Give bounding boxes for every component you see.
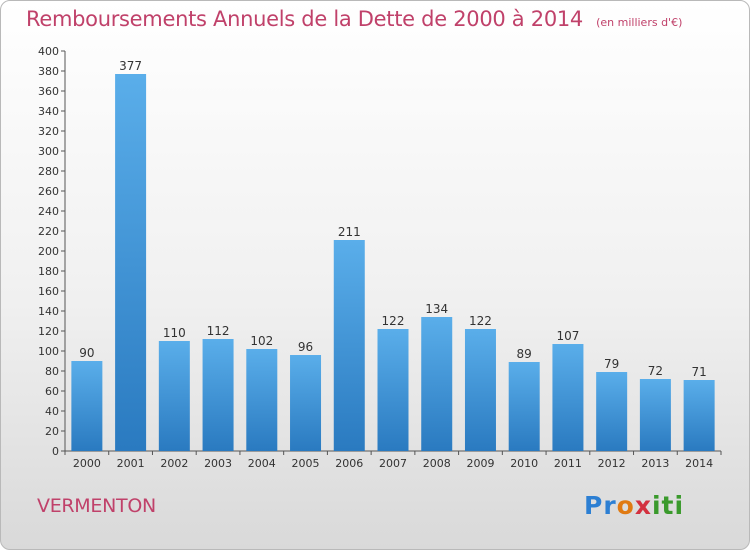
- x-tick-label: 2004: [248, 457, 276, 470]
- bar-value-label: 122: [469, 314, 492, 328]
- x-tick-label: 2013: [641, 457, 669, 470]
- bar: [639, 379, 671, 451]
- bar: [246, 349, 278, 451]
- bar: [377, 329, 409, 451]
- chart-title-main: Remboursements Annuels de la Dette de 20…: [26, 7, 583, 31]
- bar-value-label: 122: [382, 314, 405, 328]
- bar-value-label: 72: [648, 364, 663, 378]
- bar: [71, 361, 103, 451]
- logo-part-1: Pr: [584, 491, 617, 520]
- bar: [596, 372, 628, 451]
- bar-value-label: 89: [517, 347, 532, 361]
- x-tick-label: 2005: [292, 457, 320, 470]
- bar: [158, 341, 190, 451]
- x-tick-label: 2003: [204, 457, 232, 470]
- bar: [683, 380, 715, 451]
- y-tick-label: 120: [38, 325, 59, 338]
- chart-title: Remboursements Annuels de la Dette de 20…: [26, 7, 682, 31]
- y-tick-label: 220: [38, 225, 59, 238]
- x-tick-label: 2007: [379, 457, 407, 470]
- logo-part-4: iti: [651, 491, 685, 520]
- bar-value-label: 71: [691, 365, 706, 379]
- chart-unit-note: (en milliers d'€): [596, 16, 683, 29]
- logo-part-2: o: [616, 491, 635, 520]
- y-tick-label: 320: [38, 125, 59, 138]
- bar: [333, 240, 365, 451]
- commune-name: VERMENTON: [37, 495, 156, 517]
- y-tick-label: 380: [38, 65, 59, 78]
- y-tick-label: 400: [38, 45, 59, 58]
- x-tick-label: 2010: [510, 457, 538, 470]
- bar-value-label: 96: [298, 340, 313, 354]
- y-tick-label: 280: [38, 165, 59, 178]
- logo-part-3: x: [634, 491, 652, 520]
- bar-value-label: 79: [604, 357, 619, 371]
- bar: [290, 355, 322, 451]
- y-tick-label: 300: [38, 145, 59, 158]
- y-tick-label: 240: [38, 205, 59, 218]
- y-tick-label: 180: [38, 265, 59, 278]
- x-tick-label: 2006: [335, 457, 363, 470]
- bar: [552, 344, 584, 451]
- bar-value-label: 102: [250, 334, 273, 348]
- x-tick-label: 2014: [685, 457, 713, 470]
- y-tick-label: 140: [38, 305, 59, 318]
- bar-value-label: 90: [79, 346, 94, 360]
- bar-value-label: 134: [425, 302, 448, 316]
- x-tick-label: 2001: [117, 457, 145, 470]
- proxiti-logo: Proxiti: [584, 491, 684, 520]
- x-tick-label: 2009: [466, 457, 494, 470]
- x-tick-label: 2002: [160, 457, 188, 470]
- y-tick-label: 160: [38, 285, 59, 298]
- y-tick-label: 200: [38, 245, 59, 258]
- x-tick-label: 2008: [423, 457, 451, 470]
- bar: [508, 362, 540, 451]
- y-tick-label: 260: [38, 185, 59, 198]
- y-tick-label: 60: [45, 385, 59, 398]
- y-tick-label: 0: [52, 445, 59, 458]
- bar: [202, 339, 234, 451]
- x-tick-label: 2012: [598, 457, 626, 470]
- bar-value-label: 377: [119, 59, 142, 73]
- bar-value-label: 110: [163, 326, 186, 340]
- bar-value-label: 112: [207, 324, 230, 338]
- bar: [464, 329, 496, 451]
- x-tick-label: 2000: [73, 457, 101, 470]
- y-tick-label: 340: [38, 105, 59, 118]
- bar-value-label: 211: [338, 225, 361, 239]
- y-tick-label: 80: [45, 365, 59, 378]
- y-tick-label: 20: [45, 425, 59, 438]
- bar: [421, 317, 453, 451]
- y-tick-label: 360: [38, 85, 59, 98]
- y-tick-label: 100: [38, 345, 59, 358]
- x-tick-label: 2011: [554, 457, 582, 470]
- bar: [115, 74, 147, 451]
- bar-value-label: 107: [556, 329, 579, 343]
- y-tick-label: 40: [45, 405, 59, 418]
